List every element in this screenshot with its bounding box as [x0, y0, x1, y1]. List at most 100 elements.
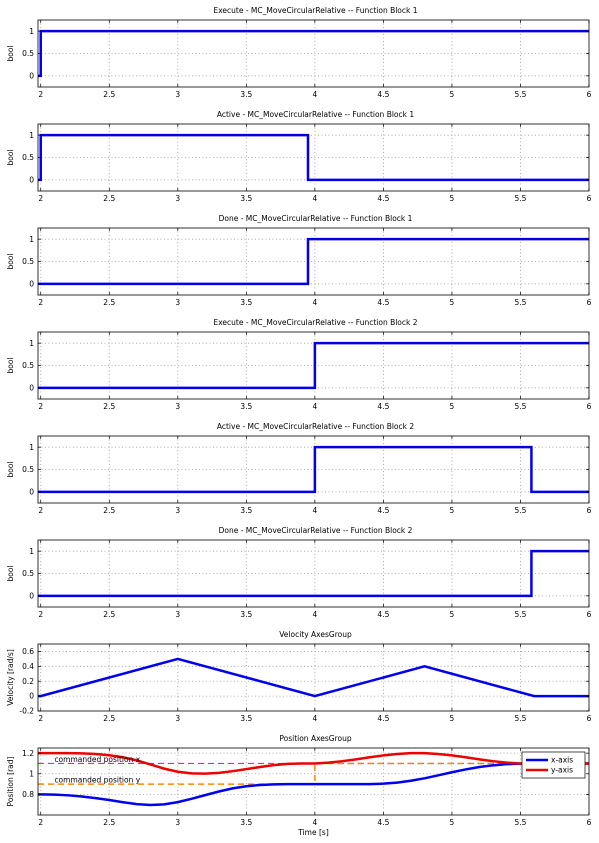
y-tick-label: 0 — [29, 383, 34, 392]
y-tick-label: 0 — [29, 279, 34, 288]
x-tick-label: 5.5 — [514, 194, 526, 203]
subplot-1: 2 2.5 3 3.5 4 4.5 5 5.5 6 0 0.5 1 Execute - MC_MoveC… — [6, 6, 592, 99]
subplot-8: commanded position x commanded position y… — [6, 734, 592, 837]
x-tick-label: 5 — [450, 402, 455, 411]
y-tick-label: 0.5 — [22, 257, 34, 266]
x-tick-label: 5 — [450, 610, 455, 619]
y-tick-label: 0.6 — [22, 647, 34, 656]
x-tick-label: 3.5 — [240, 194, 252, 203]
x-tick-label: 3.5 — [240, 506, 252, 515]
chart-title: Execute - MC_MoveCircularRelative -- Fun… — [213, 6, 417, 15]
y-tick-label: 0 — [29, 692, 34, 701]
x-tick-label: 4 — [312, 90, 317, 99]
series-line-1 — [38, 445, 589, 494]
x-tick-label: 5.5 — [514, 298, 526, 307]
y-tick-label: 1 — [29, 339, 34, 348]
x-tick-label: 3 — [175, 90, 180, 99]
subplot-3: 2 2.5 3 3.5 4 4.5 5 5.5 6 0 0.5 1 Done - MC_MoveCirc… — [6, 214, 592, 307]
x-tick-label: 5.5 — [514, 506, 526, 515]
x-tick-label: 2.5 — [103, 506, 115, 515]
x-tick-label: 4 — [312, 818, 317, 827]
x-tick-label: 6 — [587, 506, 592, 515]
x-tick-label: 3 — [175, 610, 180, 619]
chart-title: Velocity AxesGroup — [279, 630, 352, 639]
plot-frame — [37, 747, 590, 816]
x-axis-label: Time [s] — [297, 828, 329, 837]
chart-title: Done - MC_MoveCircularRelative -- Functi… — [219, 214, 413, 223]
x-tick-label: 4.5 — [377, 90, 389, 99]
x-tick-label: 4 — [312, 714, 317, 723]
y-tick-label: 0.5 — [22, 465, 34, 474]
x-tick-label: 4 — [312, 194, 317, 203]
x-tick-label: 2 — [38, 194, 43, 203]
x-tick-label: 2.5 — [103, 298, 115, 307]
x-tick-label: 4 — [312, 298, 317, 307]
x-tick-label: 3 — [175, 506, 180, 515]
x-tick-label: 3 — [175, 194, 180, 203]
x-tick-label: 4.5 — [377, 610, 389, 619]
x-tick-label: 2.5 — [103, 714, 115, 723]
x-tick-label: 6 — [587, 298, 592, 307]
x-tick-label: 5 — [450, 714, 455, 723]
x-tick-label: 5.5 — [514, 610, 526, 619]
plot-area — [38, 644, 589, 711]
series-x-axis — [38, 762, 589, 807]
y-tick-label: 1 — [29, 27, 34, 36]
x-tick-label: 3.5 — [240, 714, 252, 723]
x-tick-label: 6 — [587, 714, 592, 723]
y-axis-label: bool — [6, 461, 15, 477]
x-tick-label: 5.5 — [514, 402, 526, 411]
x-tick-label: 3.5 — [240, 90, 252, 99]
x-tick-label: 4.5 — [377, 818, 389, 827]
y-axis-label: bool — [6, 253, 15, 269]
x-tick-label: 4 — [312, 402, 317, 411]
x-tick-label: 3 — [175, 714, 180, 723]
subplot-5: 2 2.5 3 3.5 4 4.5 5 5.5 6 0 0.5 1 Active - MC_MoveCi… — [6, 422, 592, 515]
x-tick-label: 4.5 — [377, 402, 389, 411]
y-tick-label: 0 — [29, 175, 34, 184]
x-tick-label: 3 — [175, 402, 180, 411]
y-axis-label: Velocity [rad/s] — [6, 649, 15, 706]
subplot-4: 2 2.5 3 3.5 4 4.5 5 5.5 6 0 0.5 1 Execute - MC_MoveC… — [6, 318, 592, 411]
chart-title: Active - MC_MoveCircularRelative -- Func… — [217, 422, 415, 431]
y-tick-label: 1 — [29, 235, 34, 244]
y-axis-label: Position [rad] — [6, 756, 15, 806]
legend-box — [521, 751, 586, 779]
y-tick-label: 1 — [29, 547, 34, 556]
y-tick-label: 0 — [29, 487, 34, 496]
chart-title: Active - MC_MoveCircularRelative -- Func… — [217, 110, 415, 119]
x-tick-label: 4.5 — [377, 714, 389, 723]
x-tick-label: 6 — [587, 610, 592, 619]
series-line-1 — [38, 549, 589, 598]
x-tick-label: 2 — [38, 298, 43, 307]
y-axis-label: bool — [6, 149, 15, 165]
y-tick-label: -0.2 — [19, 707, 34, 716]
x-tick-label: 2 — [38, 402, 43, 411]
chart-title: Done - MC_MoveCircularRelative -- Functi… — [219, 526, 413, 535]
x-tick-label: 4.5 — [377, 194, 389, 203]
chart-title: Execute - MC_MoveCircularRelative -- Fun… — [213, 318, 417, 327]
y-tick-label: 0.5 — [22, 153, 34, 162]
y-tick-label: 1 — [29, 769, 34, 778]
x-tick-label: 5 — [450, 298, 455, 307]
x-tick-label: 2 — [38, 90, 43, 99]
x-tick-label: 5.5 — [514, 90, 526, 99]
y-tick-label: 0.2 — [22, 677, 34, 686]
annotation-label: commanded position x — [54, 755, 140, 764]
plot-frame — [37, 643, 590, 712]
x-tick-label: 2.5 — [103, 194, 115, 203]
x-tick-label: 2.5 — [103, 90, 115, 99]
x-tick-label: 2 — [38, 714, 43, 723]
subplot-7: 2 2.5 3 3.5 4 4.5 5 5.5 6 -0.2 0 0.2 0.4 0.6 Velocity … — [6, 630, 592, 723]
x-tick-label: 6 — [587, 194, 592, 203]
chart-title: Position AxesGroup — [279, 734, 352, 743]
y-tick-label: 0.5 — [22, 49, 34, 58]
series-line-1 — [38, 237, 589, 286]
y-tick-label: 0.4 — [22, 662, 34, 671]
y-tick-label: 1.2 — [22, 749, 34, 758]
x-tick-label: 5 — [450, 194, 455, 203]
y-axis-label: bool — [6, 357, 15, 373]
x-tick-label: 3.5 — [240, 818, 252, 827]
